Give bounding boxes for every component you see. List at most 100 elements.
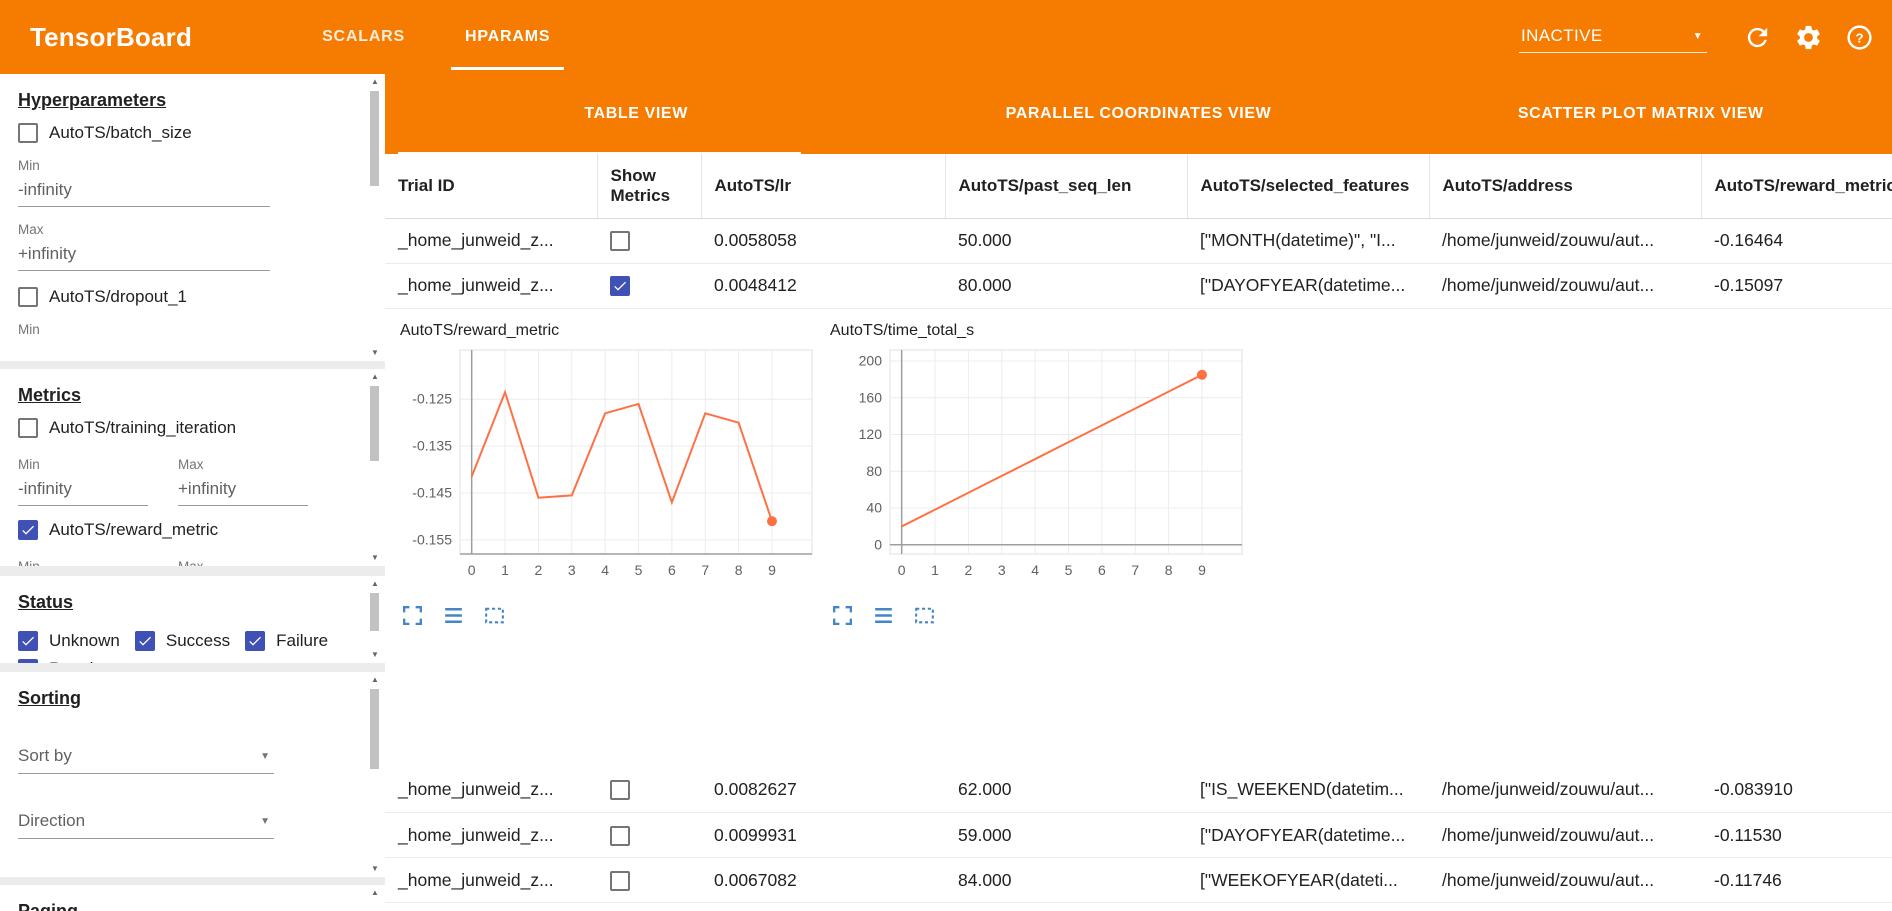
column-header-1[interactable]: Show Metrics (596, 154, 701, 219)
svg-text:40: 40 (866, 499, 882, 515)
checkbox-icon[interactable] (134, 631, 155, 651)
status-option-success[interactable]: Success (134, 631, 231, 651)
scroll-down-icon[interactable]: ▼ (371, 650, 379, 659)
header-tabs: SCALARS HPARAMS (292, 0, 580, 74)
paging-panel: Paging ▲ (0, 885, 385, 911)
show-metrics-checkbox[interactable] (610, 825, 630, 846)
show-metrics-checkbox[interactable] (610, 231, 630, 252)
time-total-line-chart[interactable]: 0 40 80 120 160 200 0 1 2 3 4 5 6 7 8 9 (828, 340, 1258, 590)
hparam-label: AutoTS/dropout_1 (49, 287, 187, 306)
panel-scrollbar[interactable]: ▲ (368, 888, 382, 908)
scroll-up-icon[interactable]: ▲ (371, 579, 379, 588)
checkbox-icon[interactable] (245, 631, 266, 651)
show-metrics-checkbox[interactable] (610, 870, 630, 891)
min-input[interactable]: -infinity (18, 472, 148, 506)
svg-text:7: 7 (701, 562, 709, 578)
direction-label: Direction (18, 811, 86, 830)
trial-id-cell: _home_junweid_z... (385, 218, 597, 264)
svg-text:7: 7 (1131, 562, 1139, 578)
column-header-4[interactable]: AutoTS/selected_features (1186, 154, 1429, 219)
checkbox-icon[interactable] (18, 287, 38, 307)
scroll-up-icon[interactable]: ▲ (371, 888, 379, 897)
checkbox-icon[interactable] (18, 631, 38, 651)
settings-icon[interactable] (1794, 23, 1823, 52)
checkbox-icon[interactable] (18, 123, 38, 143)
scroll-down-icon[interactable]: ▼ (371, 864, 379, 873)
checkbox-icon[interactable] (18, 520, 38, 540)
scroll-up-icon[interactable]: ▲ (371, 675, 379, 684)
lr-cell: 0.0048412 (701, 263, 945, 309)
refresh-icon[interactable] (1743, 23, 1772, 52)
past-seq-len-cell: 50.000 (945, 218, 1187, 264)
svg-text:4: 4 (1031, 562, 1039, 578)
metric-label: AutoTS/reward_metric (49, 520, 219, 539)
status-label: Success (165, 631, 231, 650)
svg-text:9: 9 (768, 562, 776, 578)
scroll-down-icon[interactable]: ▼ (371, 553, 379, 562)
scroll-down-icon[interactable]: ▼ (371, 348, 379, 357)
reward-metric-line-chart[interactable]: -0.125 -0.135 -0.145 -0.155 0 1 2 3 4 5 6 7 8 9 (398, 340, 828, 590)
rows-icon[interactable] (871, 603, 896, 628)
expand-icon[interactable] (400, 603, 425, 628)
header-tab-hparams[interactable]: HPARAMS (435, 0, 580, 74)
column-header-5[interactable]: AutoTS/address (1428, 154, 1701, 219)
table-row: _home_junweid_z... 0.0058058 50.000 ["MONTH… (385, 218, 1892, 264)
reward-metric-cell: -0.083910 (1701, 767, 1892, 813)
reward-metric-cell: -0.15097 (1701, 263, 1892, 309)
panel-scrollbar[interactable]: ▲ ▼ (368, 675, 382, 874)
view-tab-table-view[interactable]: TABLE VIEW (385, 74, 887, 154)
status-label: Failure (276, 631, 329, 650)
direction-select[interactable]: Direction ▼ (18, 804, 274, 839)
fit-domain-icon[interactable] (482, 603, 507, 628)
max-input[interactable]: +infinity (178, 472, 308, 506)
scroll-up-icon[interactable]: ▲ (371, 77, 379, 86)
chart-title: AutoTS/reward_metric (400, 321, 560, 339)
svg-text:-0.125: -0.125 (412, 390, 452, 406)
min-input[interactable]: -infinity (18, 173, 270, 207)
panel-scrollbar[interactable]: ▲ ▼ (368, 77, 382, 358)
selected-features-cell: ["MONTH(datetime)", "I... (1187, 218, 1429, 264)
show-metrics-cell (597, 263, 701, 309)
show-metrics-checkbox[interactable] (610, 276, 630, 297)
table-row: _home_junweid_z... 0.0048412 80.000 ["DAYOF… (385, 263, 1892, 309)
column-header-3[interactable]: AutoTS/past_seq_len (944, 154, 1187, 219)
sort-by-select[interactable]: Sort by ▼ (18, 739, 274, 774)
column-header-6[interactable]: AutoTS/reward_metric (1700, 154, 1892, 219)
expand-icon[interactable] (830, 603, 855, 628)
status-option-unknown[interactable]: Unknown (18, 631, 120, 651)
checkbox-icon[interactable] (18, 418, 38, 438)
show-metrics-cell (597, 812, 701, 858)
column-header-0[interactable]: Trial ID (385, 154, 597, 219)
metric-reward-metric-row[interactable]: AutoTS/reward_metric (18, 520, 351, 540)
hparam-dropout-1-row[interactable]: AutoTS/dropout_1 (18, 287, 351, 307)
help-icon[interactable]: ? (1845, 23, 1874, 52)
reward-metric-chart-block: AutoTS/reward_metric -0.125 -0.135 -0.145-… (398, 313, 828, 628)
status-dropdown[interactable]: INACTIVE ▼ (1519, 21, 1707, 53)
panel-scrollbar[interactable]: ▲ ▼ (368, 579, 382, 660)
status-option-running[interactable]: Running (18, 659, 112, 663)
view-tab-parallel-coordinates-view[interactable]: PARALLEL COORDINATES VIEW (1005, 105, 1272, 122)
address-cell: /home/junweid/zouwu/aut... (1429, 218, 1701, 264)
max-input[interactable]: +infinity (18, 237, 270, 271)
svg-text:200: 200 (859, 352, 883, 368)
scroll-up-icon[interactable]: ▲ (371, 372, 379, 381)
view-tab-scatter-plot-matrix-view[interactable]: SCATTER PLOT MATRIX VIEW (1517, 105, 1764, 122)
show-metrics-checkbox[interactable] (610, 780, 630, 801)
checkbox-icon[interactable] (18, 659, 38, 663)
header-tab-scalars[interactable]: SCALARS (322, 28, 406, 45)
svg-text:6: 6 (1098, 562, 1106, 578)
panel-scrollbar[interactable]: ▲ ▼ (368, 372, 382, 563)
status-option-failure[interactable]: Failure (245, 631, 328, 651)
svg-text:8: 8 (1165, 562, 1173, 578)
view-tabs: TABLE VIEW PARALLEL COORDINATES VIEW SCATT… (385, 74, 1892, 154)
trial-id-cell: _home_junweid_z... (385, 812, 597, 858)
svg-text:6: 6 (668, 562, 676, 578)
paging-title: Paging (18, 901, 79, 911)
rows-icon[interactable] (441, 603, 466, 628)
svg-text:9: 9 (1198, 562, 1206, 578)
sort-by-label: Sort by (18, 746, 72, 765)
fit-domain-icon[interactable] (912, 603, 937, 628)
metric-training-iteration-row[interactable]: AutoTS/training_iteration (18, 418, 351, 438)
hparam-batch-size-row[interactable]: AutoTS/batch_size (18, 123, 351, 143)
column-header-2[interactable]: AutoTS/lr (700, 154, 945, 219)
